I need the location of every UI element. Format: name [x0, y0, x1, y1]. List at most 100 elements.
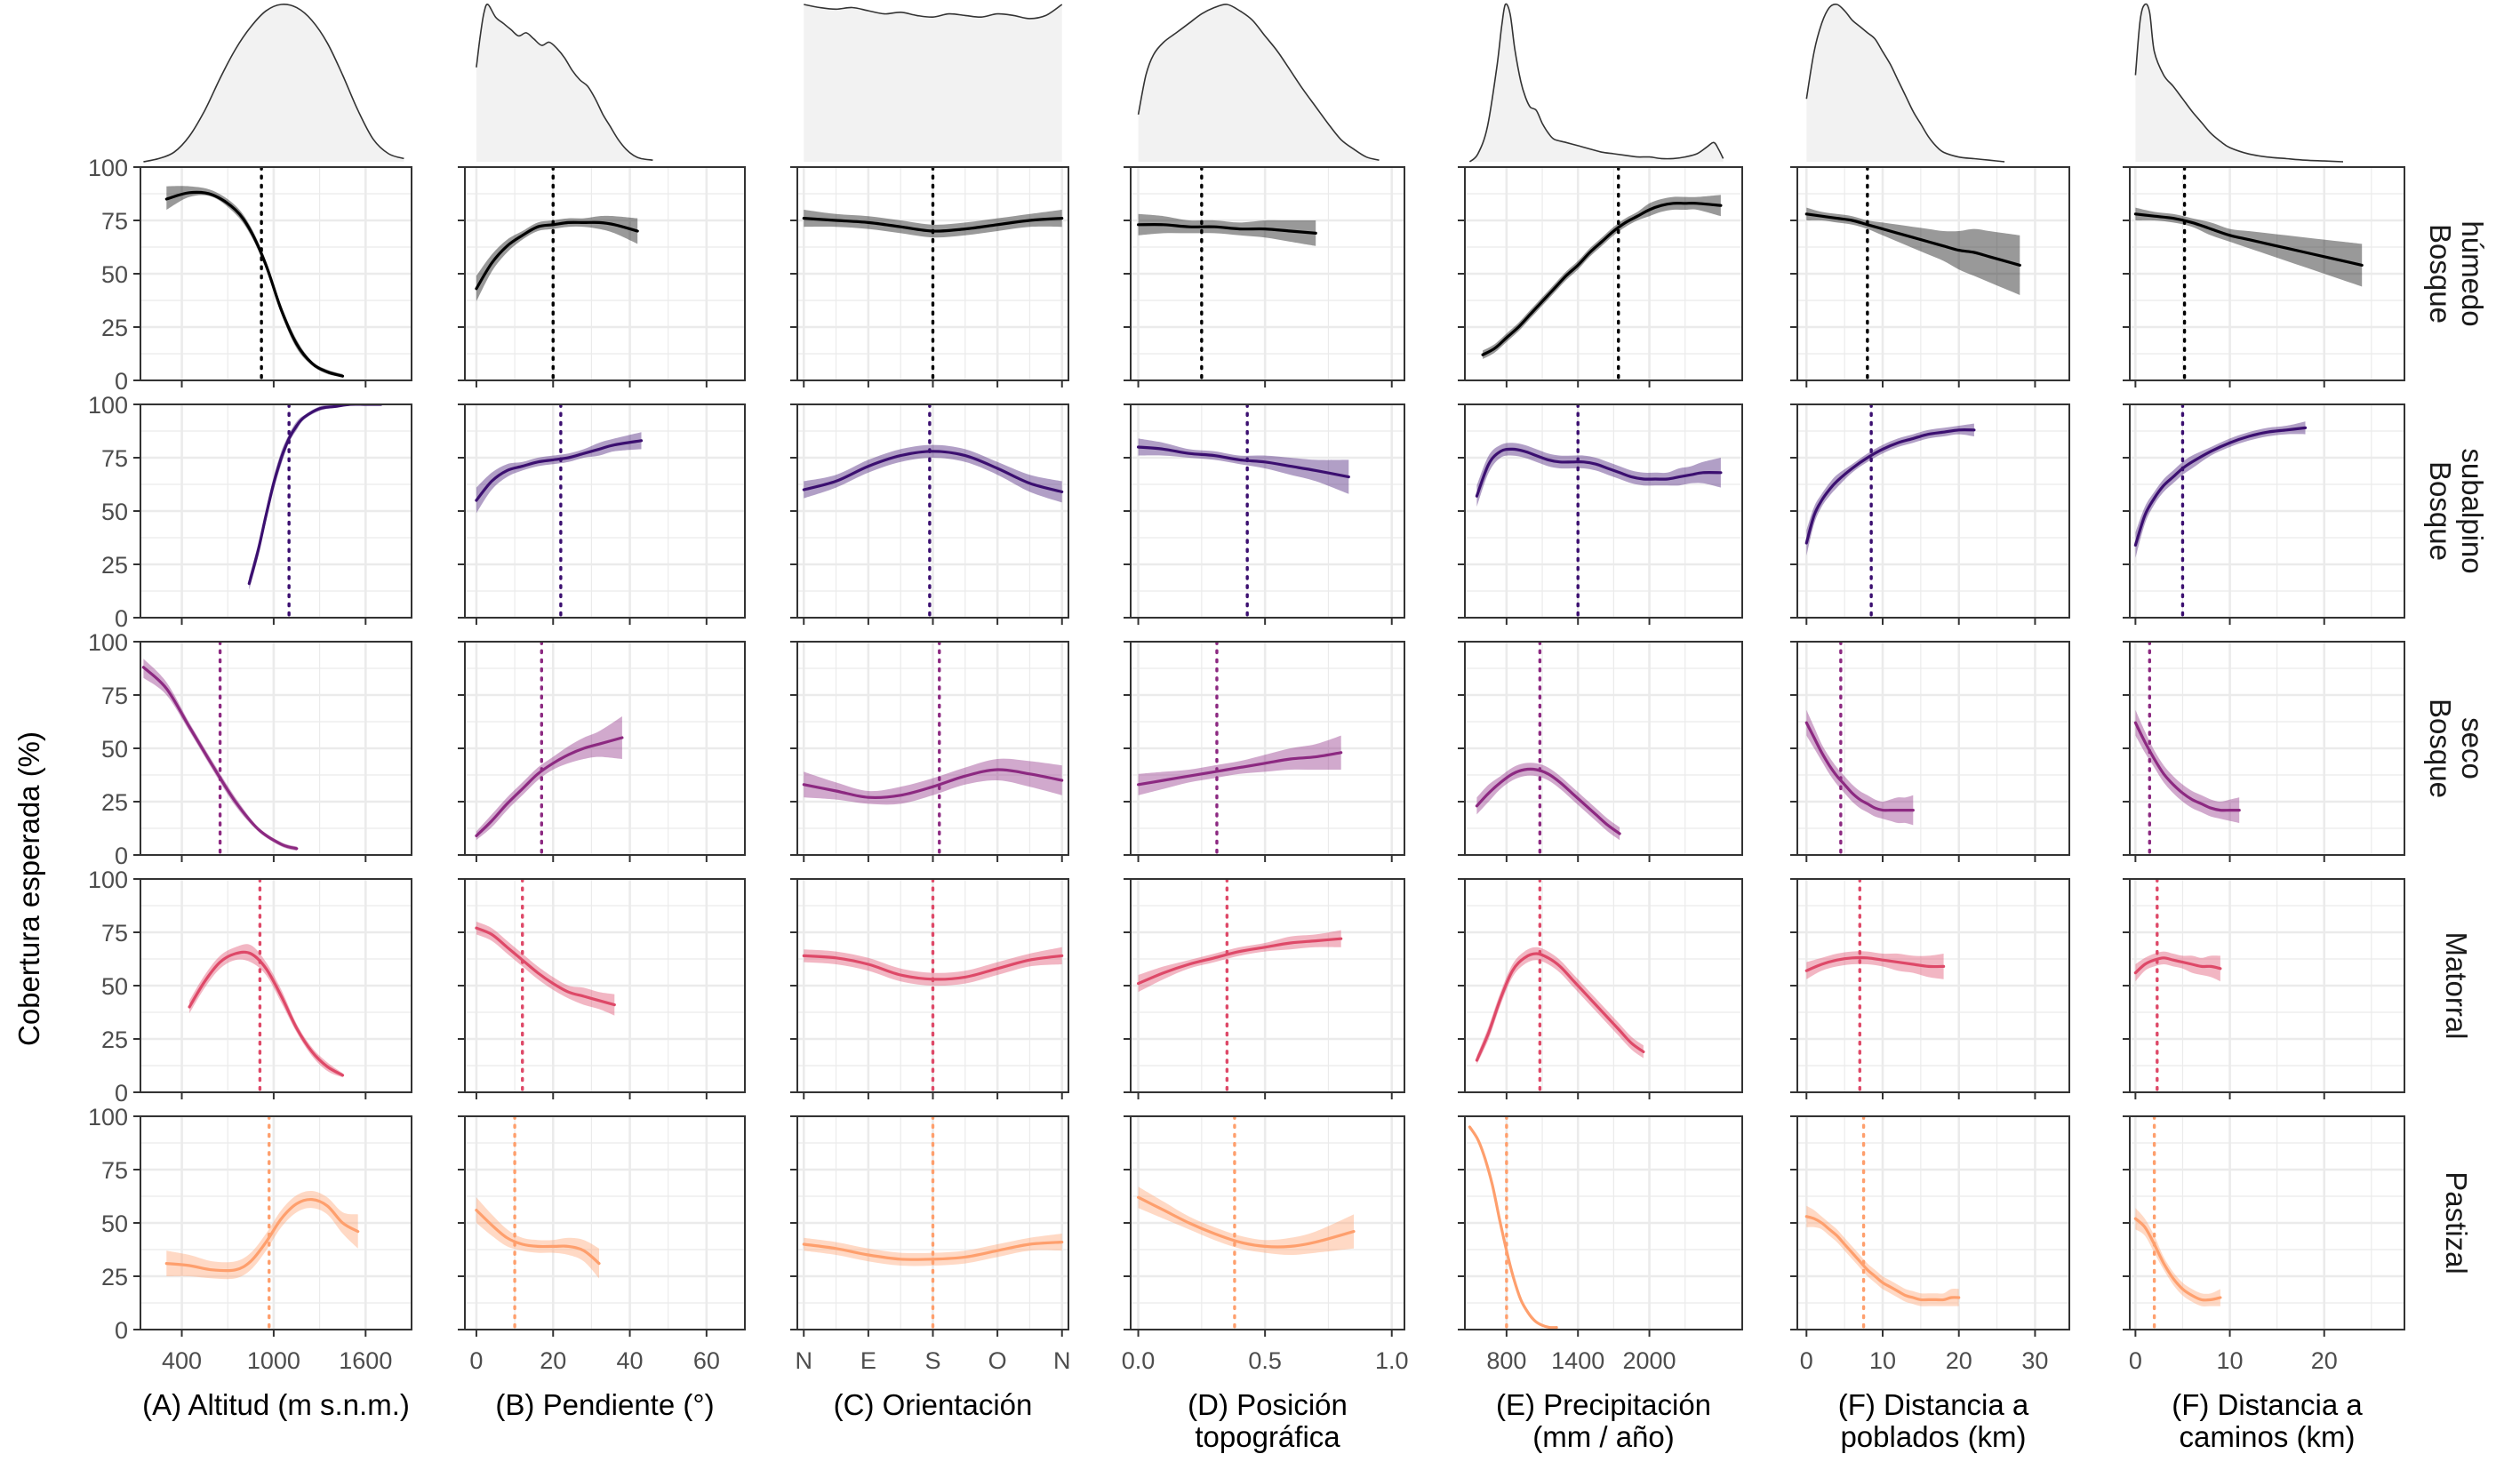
- y-tick-label: 25: [101, 789, 128, 816]
- response-curve: [1804, 1215, 1961, 1302]
- panel-r3-c1: [133, 640, 412, 862]
- panel-r2-c1: [133, 403, 412, 625]
- response-curve: [475, 736, 624, 837]
- density-area-col-4: [1138, 4, 1380, 162]
- response-curve: [2133, 212, 2364, 267]
- y-tick-label: 50: [101, 736, 128, 763]
- confidence-band: [1806, 1205, 1959, 1306]
- x-tick-label: 20: [2311, 1347, 2338, 1374]
- response-curve: [2133, 721, 2241, 812]
- y-tick-label: 50: [101, 1210, 128, 1237]
- x-tick-label: 1.0: [1375, 1347, 1409, 1374]
- x-axis-title: (B) Pendiente (°): [495, 1388, 714, 1421]
- y-tick-label: 75: [101, 445, 128, 472]
- density-area-col-3: [804, 4, 1062, 162]
- density-line-col-6: [1805, 4, 2005, 163]
- response-curve: [1804, 428, 1976, 545]
- x-tick-label: 0: [1800, 1347, 1813, 1374]
- x-tick-label: 40: [617, 1347, 644, 1374]
- response-curve: [1475, 447, 1723, 498]
- x-axis-title: (A) Altitud (m s.n.m.): [142, 1388, 410, 1421]
- response-curve: [475, 439, 644, 502]
- y-tick-label: 0: [115, 1317, 128, 1344]
- density-line-col-3: [804, 4, 1063, 20]
- confidence-band: [1138, 213, 1316, 246]
- response-curve: [1804, 721, 1915, 812]
- panel-r5-c3: [790, 1114, 1069, 1337]
- x-tick-label: 1000: [247, 1347, 300, 1374]
- y-tick-label: 100: [88, 629, 128, 656]
- panel-r4-c5: [1458, 877, 1743, 1099]
- y-tick-label: 100: [88, 1104, 128, 1130]
- y-tick-label: 25: [101, 1264, 128, 1290]
- x-tick-label: 1400: [1551, 1347, 1604, 1374]
- panel-r5-c4: [1124, 1114, 1405, 1337]
- confidence-band: [1138, 735, 1341, 795]
- response-curve: [247, 404, 383, 586]
- panel-r5-c5: [1458, 1114, 1743, 1337]
- panel-r1-c1: [133, 165, 412, 387]
- x-axis-title: topográfica: [1195, 1420, 1340, 1453]
- y-tick-label: 0: [115, 368, 128, 395]
- panel-r1-c7: [2123, 165, 2405, 387]
- x-tick-label: O: [988, 1347, 1007, 1374]
- y-tick-label: 25: [101, 552, 128, 579]
- response-curve: [475, 1209, 601, 1266]
- response-curve: [2133, 956, 2222, 975]
- panel-r4-c1: [133, 877, 412, 1099]
- row-strip-label: Bosque: [2424, 699, 2457, 798]
- panel-r2-c7: [2123, 403, 2405, 625]
- confidence-band: [2135, 1208, 2220, 1306]
- response-curve: [1481, 202, 1723, 356]
- x-tick-label: N: [1053, 1347, 1071, 1374]
- x-axis-title: caminos (km): [2179, 1420, 2355, 1453]
- density-area-col-7: [2135, 4, 2343, 162]
- row-strip-label: húmedo: [2456, 220, 2489, 326]
- confidence-band: [1138, 1186, 1354, 1255]
- panel-r2-c6: [1790, 403, 2070, 625]
- x-tick-label: 0.5: [1248, 1347, 1282, 1374]
- response-curve: [802, 1241, 1064, 1261]
- y-tick-label: 25: [101, 315, 128, 341]
- confidence-band: [2135, 709, 2240, 823]
- panel-r1-c4: [1124, 165, 1405, 387]
- y-tick-label: 0: [115, 605, 128, 632]
- panel-r4-c7: [2123, 877, 2405, 1099]
- response-curve: [1475, 952, 1645, 1062]
- density-line-col-1: [143, 4, 404, 163]
- panel-r3-c7: [2123, 640, 2405, 862]
- response-curve: [1804, 955, 1946, 972]
- confidence-band: [1806, 709, 1914, 826]
- panel-r1-c6: [1790, 165, 2070, 387]
- x-tick-label: 10: [2217, 1347, 2244, 1374]
- response-curve: [475, 926, 616, 1007]
- x-tick-label: 0: [469, 1347, 483, 1374]
- density-line-col-4: [1137, 4, 1380, 161]
- text-layer: 400 1000 1600(A) Altitud (m s.n.m.)0255075…: [88, 155, 2489, 1453]
- row-strip-label: seco: [2456, 717, 2489, 779]
- confidence-band: [476, 1197, 599, 1279]
- density-line-col-2: [476, 4, 653, 161]
- y-tick-label: 0: [115, 843, 128, 869]
- y-tick-label: 75: [101, 920, 128, 947]
- y-tick-label: 75: [101, 208, 128, 235]
- y-tick-label: 100: [88, 392, 128, 419]
- panel-r4-c3: [790, 877, 1069, 1099]
- panel-r3-c5: [1458, 640, 1743, 862]
- panel-r5-c2: [458, 1114, 746, 1337]
- x-tick-label: 0: [2129, 1347, 2142, 1374]
- response-curve: [802, 768, 1064, 800]
- panel-r3-c6: [1790, 640, 2070, 862]
- x-tick-label: 30: [2021, 1347, 2048, 1374]
- x-tick-label: 800: [1486, 1347, 1526, 1374]
- x-axis-title: (D) Posición: [1188, 1388, 1348, 1421]
- x-axis-title: poblados (km): [1840, 1420, 2026, 1453]
- confidence-band: [166, 1190, 358, 1280]
- x-tick-label: N: [796, 1347, 813, 1374]
- y-tick-label: 75: [101, 1157, 128, 1184]
- confidence-band: [1138, 930, 1341, 993]
- density-line-col-5: [1468, 3, 1724, 163]
- panel-r3-c3: [790, 640, 1069, 862]
- response-curve: [164, 1197, 360, 1273]
- y-tick-label: 50: [101, 973, 128, 1000]
